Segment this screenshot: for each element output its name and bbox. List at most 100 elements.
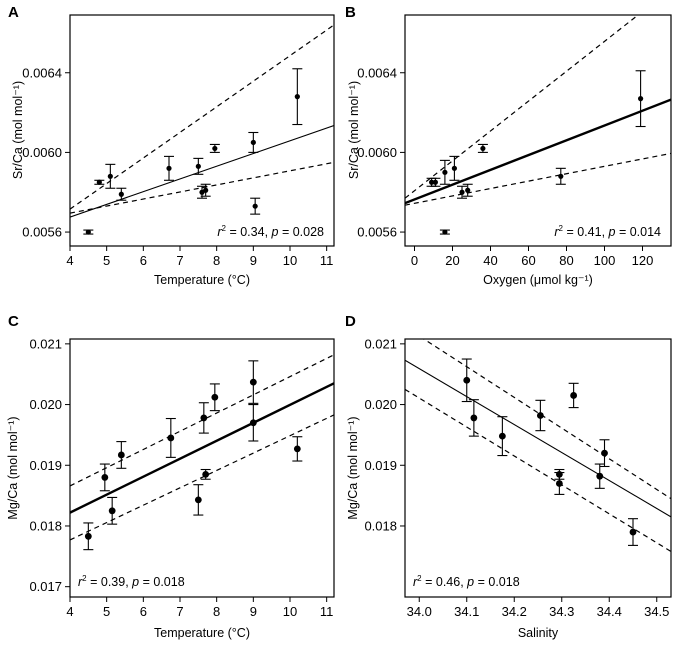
confidence-line-b-2 <box>405 152 671 206</box>
data-point-d-4 <box>535 399 546 432</box>
eq-sign: = <box>226 225 240 239</box>
r2-value: 0.39 <box>101 575 125 589</box>
point-marker <box>212 145 218 152</box>
stat-separator: , <box>125 575 132 589</box>
point-marker <box>536 412 544 419</box>
x-tick-label-c: 7 <box>176 604 183 619</box>
x-tick-label-d: 34.3 <box>549 604 574 619</box>
point-marker <box>252 203 258 209</box>
x-tick-label-b: 100 <box>594 253 616 268</box>
point-marker <box>96 179 102 185</box>
panel-letter-d: D <box>345 313 356 330</box>
data-point-a-2 <box>94 179 105 185</box>
y-tick-label-d: 0.019 <box>364 458 397 473</box>
plot-frame-c <box>69 338 335 598</box>
point-marker <box>84 532 92 540</box>
point-marker <box>601 449 608 457</box>
axis-ticks-b: 0 20 40 60 80 100 120 0.0056 0.0060 0.0064 <box>357 65 653 268</box>
data-point-d-2 <box>468 399 479 437</box>
p-value: 0.014 <box>630 225 661 239</box>
x-tick-label-b: 80 <box>559 253 573 268</box>
point-marker <box>249 378 257 386</box>
data-point-a-4 <box>116 187 127 201</box>
confidence-line-c-2 <box>70 414 334 541</box>
x-tick-label-a: 10 <box>283 253 297 268</box>
data-point-b-6 <box>457 185 467 199</box>
data-point-b-4 <box>439 159 450 185</box>
data-point-a-8 <box>200 183 211 197</box>
point-marker <box>249 419 257 427</box>
plot-frame-b <box>404 14 672 247</box>
data-point-a-5 <box>164 155 174 181</box>
point-marker <box>451 165 457 171</box>
y-tick-label-c: 0.017 <box>29 579 62 594</box>
plot-area-c <box>70 354 334 551</box>
x-tick-label-c: 4 <box>66 604 73 619</box>
x-tick-label-c: 8 <box>213 604 220 619</box>
data-point-c-3 <box>107 496 118 525</box>
p-value: 0.018 <box>153 575 184 589</box>
point-marker <box>629 528 637 536</box>
r2-symbol: r <box>413 575 418 589</box>
point-marker <box>194 496 202 504</box>
eq-sign: = <box>474 575 488 589</box>
data-point-c-7 <box>198 402 209 434</box>
regression-line-c <box>70 382 334 514</box>
point-marker <box>480 145 486 152</box>
eq-sign: = <box>563 225 577 239</box>
data-point-d-6 <box>554 472 565 495</box>
panel-a: A 4 5 6 7 8 9 10 11 0.0056 0.0060 0.0064 Temperatu… <box>8 4 335 287</box>
data-point-c-10 <box>248 360 259 404</box>
y-axis-label-b: Sr/Ca (mol mol⁻¹) <box>347 81 361 179</box>
plot-area-d <box>405 339 671 552</box>
axis-ticks-d: 34.0 34.1 34.2 34.3 34.4 34.5 0.018 0.019 0.020 0… <box>364 336 669 619</box>
data-point-c-8 <box>200 468 211 480</box>
point-marker <box>463 376 471 384</box>
x-tick-label-d: 34.5 <box>644 604 669 619</box>
p-symbol: p <box>271 225 279 239</box>
axis-ticks-c: 4 5 6 7 8 9 10 11 0.017 0.018 0.019 0.020 0.021 <box>29 336 333 619</box>
point-marker <box>555 480 563 487</box>
data-point-c-4 <box>116 441 127 469</box>
x-tick-label-a: 9 <box>250 253 257 268</box>
p-value: 0.018 <box>488 575 519 589</box>
panel-letter-b: B <box>345 4 356 21</box>
x-tick-label-d: 34.4 <box>597 604 622 619</box>
confidence-line-a-1 <box>70 24 334 210</box>
data-point-c-12 <box>292 436 303 462</box>
x-tick-label-c: 11 <box>320 604 334 619</box>
point-marker <box>202 470 210 478</box>
point-marker <box>195 163 201 169</box>
data-point-c-5 <box>165 417 176 458</box>
y-tick-label-d: 0.020 <box>364 397 397 412</box>
stat-separator: , <box>265 225 272 239</box>
eq-sign: = <box>87 575 101 589</box>
point-marker <box>250 139 256 146</box>
data-point-b-8 <box>477 143 488 153</box>
r2-superscript: 2 <box>82 574 87 583</box>
x-axis-label-b: Oxygen (μmol kg⁻¹) <box>483 273 593 287</box>
x-tick-label-c: 6 <box>140 604 147 619</box>
data-point-b-2 <box>430 177 441 187</box>
x-tick-label-d: 34.1 <box>454 604 479 619</box>
point-marker <box>203 187 209 193</box>
data-point-d-10 <box>628 518 638 546</box>
regression-line-a <box>70 125 334 218</box>
data-point-d-7 <box>568 382 579 409</box>
panel-b: B 0 20 40 60 80 100 120 0.0056 0.0060 0.0064 Oxyg… <box>345 4 672 287</box>
r2-symbol: r <box>554 225 559 239</box>
point-marker <box>200 414 208 422</box>
panel-d: D 34.0 34.1 34.2 34.3 34.4 34.5 0.018 0.019 0.02… <box>345 313 672 640</box>
data-point-c-2 <box>99 463 110 492</box>
point-marker <box>167 434 175 442</box>
data-point-d-9 <box>599 439 610 468</box>
r2-superscript: 2 <box>222 224 227 233</box>
y-tick-label-b: 0.0060 <box>357 145 397 160</box>
point-marker <box>465 187 471 193</box>
y-tick-label-a: 0.0056 <box>22 225 62 240</box>
x-tick-label-a: 5 <box>103 253 110 268</box>
point-marker <box>570 392 578 399</box>
confidence-line-d-2 <box>405 388 671 552</box>
confidence-line-b-1 <box>405 15 640 199</box>
point-marker <box>294 94 300 100</box>
